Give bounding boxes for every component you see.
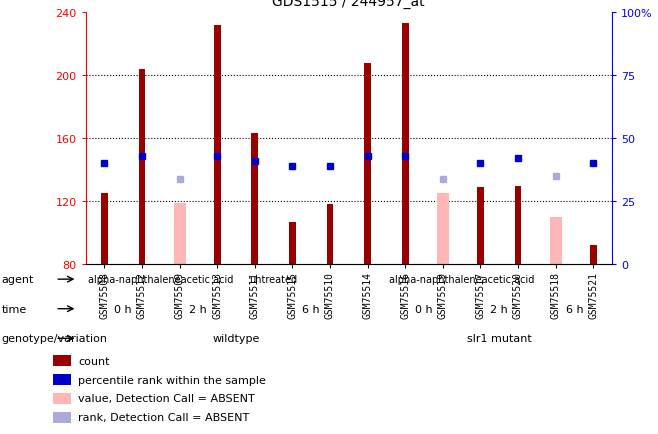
Bar (53, 374, 71, 385)
Bar (364, 63, 371, 265)
Text: 0 h: 0 h (114, 304, 132, 314)
Bar (53, 412, 71, 423)
Bar (53, 355, 71, 366)
Text: 2 h: 2 h (190, 304, 207, 314)
Bar (53, 393, 71, 404)
Text: slr1 mutant: slr1 mutant (467, 334, 532, 343)
Text: alpha-naphthaleneacetic acid: alpha-naphthaleneacetic acid (88, 275, 234, 284)
Bar (214, 26, 220, 265)
Text: wildtype: wildtype (213, 334, 260, 343)
Bar (174, 204, 186, 265)
Bar (326, 205, 334, 265)
Bar (402, 24, 409, 265)
Text: time: time (1, 304, 27, 314)
Text: untreated: untreated (249, 275, 297, 284)
Text: agent: agent (1, 275, 34, 284)
Text: rank, Detection Call = ABSENT: rank, Detection Call = ABSENT (78, 412, 249, 422)
Text: 6 h: 6 h (302, 304, 320, 314)
Bar (251, 134, 258, 265)
Bar (101, 194, 108, 265)
Text: 6 h: 6 h (565, 304, 583, 314)
Title: GDS1515 / 244957_at: GDS1515 / 244957_at (272, 0, 425, 9)
Bar (437, 194, 449, 265)
Text: 0 h: 0 h (415, 304, 433, 314)
Bar (477, 187, 484, 265)
Text: 2 h: 2 h (490, 304, 508, 314)
Bar (590, 246, 597, 265)
Text: alpha-naphthaleneacetic acid: alpha-naphthaleneacetic acid (389, 275, 534, 284)
Text: percentile rank within the sample: percentile rank within the sample (78, 375, 266, 385)
Text: value, Detection Call = ABSENT: value, Detection Call = ABSENT (78, 394, 255, 403)
Bar (515, 186, 521, 265)
Bar (139, 69, 145, 265)
Text: genotype/variation: genotype/variation (1, 334, 107, 343)
Bar (289, 222, 295, 265)
Bar (549, 217, 561, 265)
Text: count: count (78, 356, 109, 366)
